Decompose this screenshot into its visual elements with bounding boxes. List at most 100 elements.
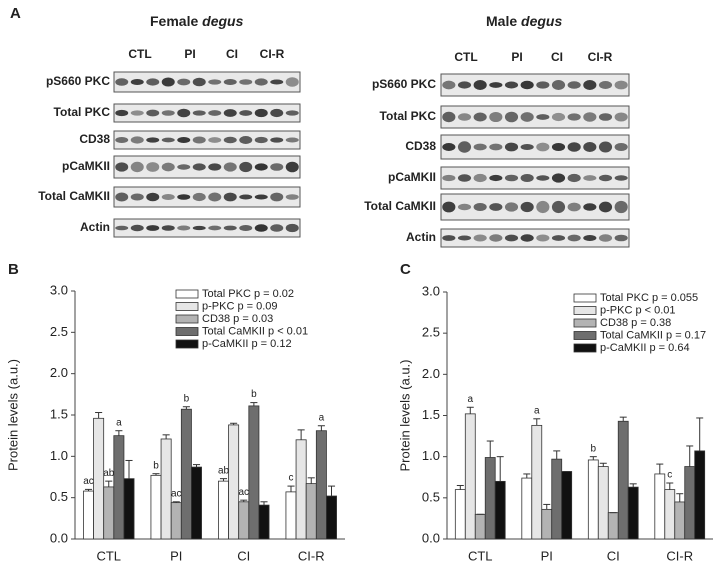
error-bar bbox=[105, 480, 113, 487]
blot-box bbox=[113, 186, 301, 208]
blot-title-sex: Female bbox=[150, 13, 198, 29]
blot-row-label: Total CaMKII bbox=[38, 189, 110, 203]
legend-label: p-PKC p = 0.09 bbox=[202, 300, 278, 312]
bar bbox=[123, 478, 135, 540]
blot-band bbox=[177, 194, 191, 200]
error-bar bbox=[192, 464, 201, 468]
legend-label: p-CaMKII p = 0.12 bbox=[202, 338, 292, 350]
blot-band bbox=[239, 194, 253, 200]
bar bbox=[597, 466, 609, 540]
blot-band bbox=[285, 161, 299, 173]
blot-band bbox=[442, 80, 456, 90]
blot-band bbox=[457, 203, 472, 211]
blot-band bbox=[130, 110, 144, 116]
blot-band bbox=[598, 201, 613, 213]
bar bbox=[521, 477, 533, 540]
blot-band bbox=[442, 143, 456, 151]
error-bar bbox=[533, 418, 541, 426]
blot-band bbox=[489, 234, 503, 242]
significance-label: a bbox=[534, 405, 540, 416]
significance-label: ab bbox=[218, 465, 230, 476]
blot-band bbox=[285, 223, 299, 233]
significance-label: c bbox=[289, 473, 294, 484]
y-axis-label: Protein levels (a.u.) bbox=[397, 360, 412, 472]
y-tick-label: 1.0 bbox=[50, 448, 68, 463]
bar bbox=[93, 417, 105, 540]
blot-band bbox=[551, 235, 566, 241]
legend-label: Total PKC p = 0.02 bbox=[202, 288, 294, 300]
bar bbox=[315, 430, 327, 540]
blot-band bbox=[146, 109, 160, 117]
blot-band bbox=[161, 162, 175, 172]
blot-band bbox=[177, 78, 191, 86]
blot-band bbox=[270, 79, 284, 85]
blot-band bbox=[614, 175, 628, 181]
blot-band bbox=[504, 111, 519, 123]
blot-band bbox=[504, 174, 519, 182]
blot-band bbox=[208, 225, 222, 231]
blot-band bbox=[130, 224, 144, 232]
error-bar bbox=[619, 416, 627, 422]
blot-band bbox=[130, 79, 144, 85]
panel-letter: B bbox=[8, 261, 19, 278]
y-tick-label: 2.0 bbox=[422, 366, 440, 381]
blot-band bbox=[115, 109, 129, 117]
bar bbox=[454, 489, 466, 540]
blot-band bbox=[598, 113, 613, 121]
blot-group-label: PI bbox=[511, 50, 522, 64]
error-bar bbox=[240, 499, 248, 502]
blot-band bbox=[457, 235, 472, 241]
blot-band bbox=[115, 162, 129, 172]
blot-box bbox=[113, 155, 301, 179]
blot-band bbox=[504, 81, 519, 89]
y-tick-label: 1.5 bbox=[50, 406, 68, 421]
blot-band bbox=[473, 234, 487, 242]
blot-band bbox=[489, 174, 503, 182]
blot-band bbox=[192, 77, 206, 87]
blot-box bbox=[440, 105, 630, 129]
blot-band bbox=[583, 112, 597, 122]
blot-band bbox=[115, 225, 129, 231]
error-bar bbox=[599, 462, 607, 467]
x-tick-label: CI-R bbox=[666, 548, 693, 563]
blot-band bbox=[583, 203, 597, 211]
blot-band bbox=[115, 136, 129, 144]
significance-label: ac bbox=[83, 476, 94, 487]
y-tick-label: 2.5 bbox=[50, 324, 68, 339]
blot-band bbox=[192, 136, 206, 144]
bar bbox=[561, 471, 573, 540]
blot-group-label: CI-R bbox=[588, 50, 613, 64]
error-bar bbox=[172, 501, 180, 503]
y-tick-label: 2.5 bbox=[422, 325, 440, 340]
blot-band bbox=[551, 173, 566, 183]
significance-label: a bbox=[116, 417, 122, 428]
blot-band bbox=[567, 234, 581, 242]
blot-band bbox=[567, 142, 581, 152]
error-bar bbox=[666, 482, 674, 490]
bar bbox=[258, 504, 270, 540]
blot-band bbox=[551, 200, 566, 214]
x-tick-label: PI bbox=[541, 548, 553, 563]
legend-label: p-PKC p < 0.01 bbox=[600, 304, 676, 316]
blot-box bbox=[113, 71, 301, 93]
legend-swatch bbox=[175, 302, 199, 311]
y-tick-label: 1.0 bbox=[422, 448, 440, 463]
blot-band bbox=[239, 224, 253, 232]
blot-band bbox=[177, 136, 191, 144]
legend-label: p-CaMKII p = 0.64 bbox=[600, 342, 690, 354]
legend-swatch bbox=[175, 314, 199, 324]
bar bbox=[150, 474, 162, 540]
blot-row-label: Total CaMKII bbox=[364, 199, 436, 213]
blot-band bbox=[536, 81, 550, 89]
blot-band bbox=[223, 136, 237, 144]
error-bar bbox=[260, 501, 268, 506]
error-bar bbox=[486, 440, 494, 458]
blot-box bbox=[440, 166, 630, 190]
blot-band bbox=[285, 77, 299, 87]
bar bbox=[170, 502, 182, 540]
bar bbox=[248, 405, 260, 540]
legend-label: CD38 p = 0.03 bbox=[202, 313, 273, 325]
blot-band bbox=[146, 78, 160, 86]
bar bbox=[617, 420, 629, 540]
legend-swatch bbox=[573, 343, 597, 353]
